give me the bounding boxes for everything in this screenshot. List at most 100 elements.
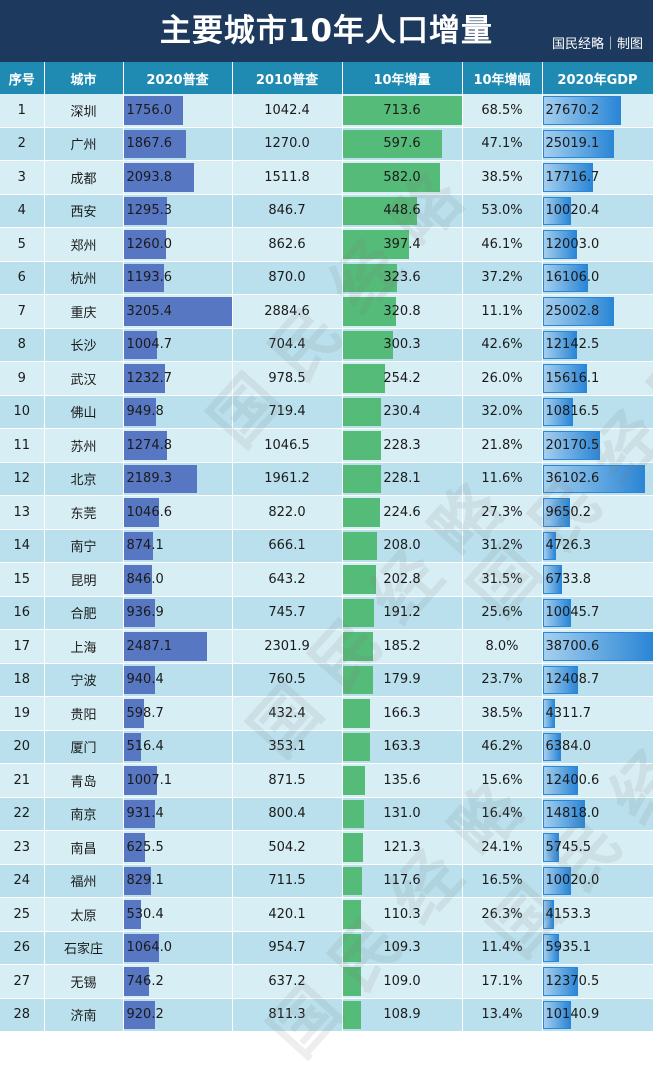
city-cell: 北京 bbox=[44, 462, 124, 496]
pop-2020-cell: 846.0 bbox=[123, 562, 233, 597]
increase-cell-value: 163.3 bbox=[383, 739, 421, 755]
pop-2020-bar bbox=[123, 632, 208, 661]
increase-cell-value: 397.4 bbox=[383, 236, 421, 252]
increase-bar bbox=[342, 866, 363, 895]
increase-cell-value: 109.3 bbox=[383, 940, 421, 956]
gdp-cell-value: 38700.6 bbox=[545, 638, 600, 654]
pop-2020-bar bbox=[123, 464, 198, 493]
table-row: 6 杭州 1193.6 870.0 323.6 37.2% 16106.0 bbox=[0, 261, 653, 295]
pop-2020-cell: 940.4 bbox=[123, 663, 233, 697]
gdp-cell-value: 10140.9 bbox=[545, 1007, 600, 1023]
rate-cell: 13.4% bbox=[462, 998, 543, 1032]
pop-2020-bar bbox=[123, 397, 156, 426]
rank-cell: 19 bbox=[0, 696, 45, 731]
table-row: 15 昆明 846.0 643.2 202.8 31.5% 6733.8 bbox=[0, 562, 653, 597]
gdp-bar bbox=[542, 431, 600, 460]
gdp-cell-value: 25019.1 bbox=[545, 136, 600, 152]
pop-2020-bar bbox=[123, 364, 165, 393]
header-increase: 10年增量 bbox=[342, 62, 463, 94]
increase-cell: 202.8 bbox=[342, 562, 463, 597]
gdp-cell: 36102.6 bbox=[542, 462, 653, 496]
table-row: 27 无锡 746.2 637.2 109.0 17.1% 12370.5 bbox=[0, 964, 653, 999]
table-row: 1 深圳 1756.0 1042.4 713.6 68.5% 27670.2 bbox=[0, 94, 653, 128]
table-row: 9 武汉 1232.7 978.5 254.2 26.0% 15616.1 bbox=[0, 361, 653, 396]
pop-2020-bar bbox=[123, 967, 149, 996]
city-cell: 西安 bbox=[44, 194, 124, 228]
rank-cell: 28 bbox=[0, 998, 45, 1032]
city-cell: 太原 bbox=[44, 897, 124, 932]
pop-2010-cell: 846.7 bbox=[232, 194, 343, 228]
pop-2010-cell: 1511.8 bbox=[232, 160, 343, 195]
pop-2020-cell: 920.2 bbox=[123, 998, 233, 1032]
pop-2010-cell: 2301.9 bbox=[232, 629, 343, 664]
gdp-cell: 12370.5 bbox=[542, 964, 653, 999]
city-cell: 石家庄 bbox=[44, 931, 124, 965]
increase-cell-value: 191.2 bbox=[383, 605, 421, 621]
pop-2020-bar bbox=[123, 699, 144, 728]
gdp-cell-value: 12142.5 bbox=[545, 337, 600, 353]
rate-cell: 31.2% bbox=[462, 529, 543, 563]
gdp-bar bbox=[542, 866, 571, 895]
city-cell: 长沙 bbox=[44, 328, 124, 362]
pop-2020-bar bbox=[123, 96, 183, 125]
gdp-cell-value: 6733.8 bbox=[545, 571, 592, 587]
rank-cell: 12 bbox=[0, 462, 45, 496]
pop-2020-cell-value: 940.4 bbox=[126, 672, 164, 688]
table-row: 21 青岛 1007.1 871.5 135.6 15.6% 12400.6 bbox=[0, 763, 653, 798]
gdp-cell: 4726.3 bbox=[542, 529, 653, 563]
pop-2020-cell-value: 746.2 bbox=[126, 973, 164, 989]
gdp-cell: 10020.4 bbox=[542, 194, 653, 228]
gdp-cell-value: 4311.7 bbox=[545, 705, 592, 721]
pop-2020-cell-value: 3205.4 bbox=[126, 303, 173, 319]
gdp-cell: 12003.0 bbox=[542, 227, 653, 262]
city-cell: 郑州 bbox=[44, 227, 124, 262]
gdp-cell: 5935.1 bbox=[542, 931, 653, 965]
rate-cell: 38.5% bbox=[462, 696, 543, 731]
rank-cell: 8 bbox=[0, 328, 45, 362]
gdp-bar bbox=[542, 297, 614, 326]
pop-2020-bar bbox=[123, 933, 160, 962]
gdp-cell: 6733.8 bbox=[542, 562, 653, 597]
pop-2020-cell: 1260.0 bbox=[123, 227, 233, 262]
increase-bar bbox=[342, 531, 378, 560]
pop-2020-cell: 1007.1 bbox=[123, 763, 233, 798]
increase-cell-value: 131.0 bbox=[383, 806, 421, 822]
table-row: 5 郑州 1260.0 862.6 397.4 46.1% 12003.0 bbox=[0, 227, 653, 262]
gdp-bar bbox=[542, 397, 574, 426]
pop-2020-cell-value: 1064.0 bbox=[126, 940, 173, 956]
increase-cell-value: 713.6 bbox=[383, 102, 421, 118]
increase-cell: 320.8 bbox=[342, 294, 463, 329]
pop-2020-cell: 874.1 bbox=[123, 529, 233, 563]
rate-cell: 26.0% bbox=[462, 361, 543, 396]
rate-cell: 26.3% bbox=[462, 897, 543, 932]
rank-cell: 15 bbox=[0, 562, 45, 597]
pop-2010-cell: 643.2 bbox=[232, 562, 343, 597]
pop-2010-cell: 2884.6 bbox=[232, 294, 343, 329]
gdp-bar bbox=[542, 565, 562, 594]
city-cell: 昆明 bbox=[44, 562, 124, 597]
pop-2020-cell-value: 1260.0 bbox=[126, 236, 173, 252]
rate-cell: 38.5% bbox=[462, 160, 543, 195]
table-row: 28 济南 920.2 811.3 108.9 13.4% 10140.9 bbox=[0, 998, 653, 1032]
pop-2010-cell: 862.6 bbox=[232, 227, 343, 262]
pop-2010-cell: 353.1 bbox=[232, 730, 343, 764]
city-cell: 无锡 bbox=[44, 964, 124, 999]
pop-2020-cell-value: 1046.6 bbox=[126, 504, 173, 520]
rank-cell: 16 bbox=[0, 596, 45, 630]
header-gdp: 2020年GDP bbox=[542, 62, 653, 94]
gdp-bar bbox=[542, 364, 587, 393]
pop-2010-cell: 1270.0 bbox=[232, 127, 343, 161]
gdp-cell: 27670.2 bbox=[542, 94, 653, 128]
increase-cell: 109.3 bbox=[342, 931, 463, 965]
increase-bar bbox=[342, 933, 361, 962]
pop-2020-cell: 3205.4 bbox=[123, 294, 233, 329]
pop-2020-cell-value: 516.4 bbox=[126, 739, 164, 755]
increase-cell-value: 224.6 bbox=[383, 504, 421, 520]
pop-2020-cell-value: 1232.7 bbox=[126, 370, 173, 386]
rate-cell: 11.1% bbox=[462, 294, 543, 329]
gdp-bar bbox=[542, 330, 577, 359]
gdp-cell: 10020.0 bbox=[542, 864, 653, 898]
increase-bar bbox=[342, 565, 377, 594]
pop-2020-cell-value: 2093.8 bbox=[126, 169, 173, 185]
rank-cell: 26 bbox=[0, 931, 45, 965]
